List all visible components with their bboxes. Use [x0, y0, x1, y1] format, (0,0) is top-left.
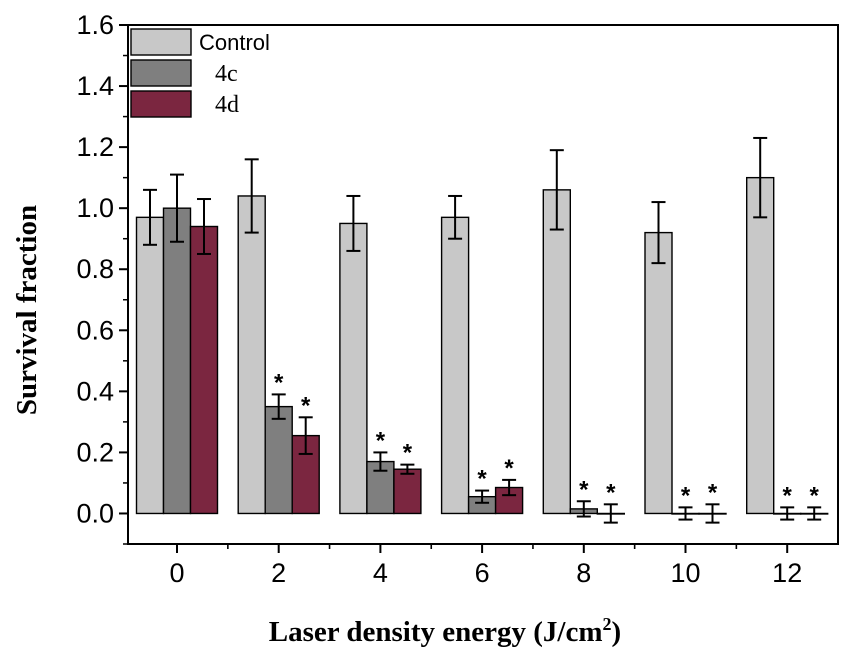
x-axis-title-suffix: )	[612, 616, 622, 648]
x-tick-label-12: 12	[772, 558, 802, 588]
x-axis-title-superscript: 2	[603, 614, 612, 634]
y-tick-label-1.6: 1.6	[76, 10, 114, 40]
y-tick-label-1.0: 1.0	[76, 193, 114, 223]
significance-marker-4c-6: *	[477, 466, 487, 493]
bar-4d-4	[393, 468, 422, 515]
y-tick-label-1.4: 1.4	[76, 71, 114, 101]
plot-frame	[127, 24, 839, 545]
x-tick-label-6: 6	[475, 558, 490, 588]
bars-group	[135, 176, 829, 515]
bar-control-10	[644, 231, 673, 515]
bar-control-8	[542, 189, 571, 515]
x-tick-label-8: 8	[576, 558, 591, 588]
x-tick-label-0: 0	[169, 558, 184, 588]
significance-marker-4d-12: *	[810, 482, 820, 509]
y-tick-label-0.2: 0.2	[76, 437, 114, 467]
y-axis-title: Survival fraction	[11, 205, 43, 415]
y-tick-label-0.0: 0.0	[76, 498, 114, 528]
legend-label-4c: 4c	[215, 61, 238, 87]
y-tick-label-0.4: 0.4	[76, 376, 114, 406]
legend-swatch-control	[130, 28, 192, 56]
bar-control-0	[135, 216, 165, 515]
bar-4c-0	[162, 207, 192, 515]
y-tick-label-0.6: 0.6	[76, 315, 114, 345]
significance-marker-4c-4: *	[376, 427, 386, 454]
axes-group: 0 2 4 6 8 10 12 0.0 0.2 0.4 0.6 0.8 1.0 1.2 1.4 1.6	[76, 10, 839, 588]
significance-marker-4c-12: *	[783, 482, 793, 509]
bar-4c-2	[264, 405, 293, 515]
bar-4d-0	[189, 225, 219, 515]
significance-marker-4c-10: *	[681, 482, 691, 509]
significance-marker-4d-2: *	[301, 392, 311, 419]
error-bars-group	[143, 136, 822, 524]
legend-label-4d: 4d	[215, 92, 239, 118]
x-tick-label-10: 10	[670, 558, 700, 588]
y-tick-label-1.2: 1.2	[76, 132, 114, 162]
y-tick-label-0.8: 0.8	[76, 254, 114, 284]
legend: Control 4c 4d	[129, 27, 289, 124]
significance-marker-4c-8: *	[579, 476, 589, 503]
bar-control-4	[339, 222, 368, 515]
legend-label-control: Control	[199, 30, 270, 55]
x-tick-label-4: 4	[373, 558, 388, 588]
x-axis-title-main: Laser density energy (J/cm	[269, 616, 603, 648]
significance-marker-4c-2: *	[274, 369, 284, 396]
significance-marker-4d-10: *	[708, 479, 718, 506]
bar-control-6	[440, 216, 470, 515]
significance-marker-4d-4: *	[403, 440, 413, 467]
significance-markers-group: * * * * * * * * * * * *	[274, 369, 820, 509]
legend-swatch-4c	[130, 59, 192, 87]
x-tick-label-2: 2	[271, 558, 286, 588]
significance-marker-4d-6: *	[504, 455, 514, 482]
bar-control-2	[237, 195, 266, 515]
x-axis-title: Laser density energy (J/cm2)	[269, 614, 621, 648]
bar-control-12	[746, 176, 775, 515]
significance-marker-4d-8: *	[606, 479, 616, 506]
legend-swatch-4d	[130, 90, 192, 118]
